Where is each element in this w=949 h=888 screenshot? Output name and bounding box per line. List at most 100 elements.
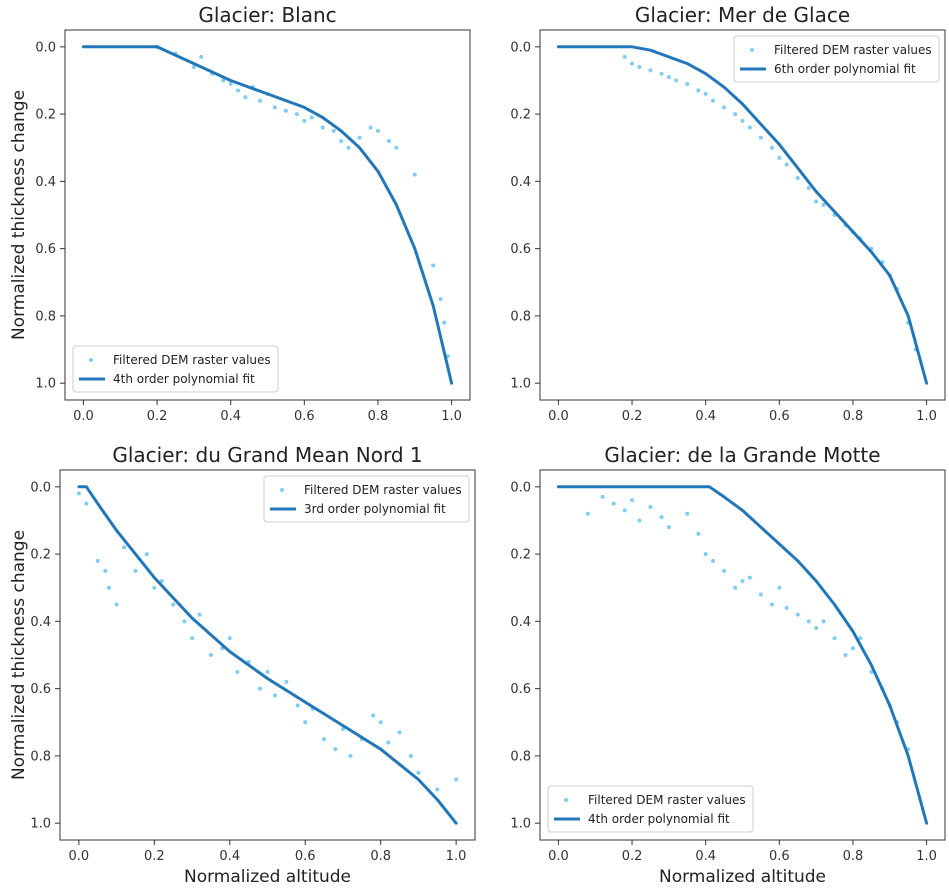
- scatter-point: [438, 297, 443, 302]
- scatter-point: [333, 747, 338, 752]
- scatter-point: [309, 115, 314, 120]
- scatter-point: [243, 95, 248, 100]
- legend-scatter-label: Filtered DEM raster values: [774, 43, 932, 57]
- scatter-point: [191, 65, 196, 69]
- scatter-point: [159, 579, 164, 583]
- scatter-point: [769, 602, 774, 607]
- legend: Filtered DEM raster values 4th order poly…: [72, 345, 279, 393]
- scatter-point: [408, 753, 413, 758]
- scatter-point: [302, 118, 307, 123]
- scatter-point: [348, 753, 353, 758]
- x-tick-label: 0.0: [548, 849, 569, 864]
- x-tick-label: 0.2: [622, 409, 643, 424]
- scatter-point: [703, 552, 708, 557]
- scatter-point: [346, 145, 351, 150]
- x-tick-label: 0.6: [294, 409, 315, 424]
- scatter-point: [674, 78, 679, 83]
- x-tick-label: 1.0: [441, 409, 462, 424]
- y-tick-label: 0.8: [510, 309, 531, 324]
- legend-box: [733, 35, 940, 83]
- scatter-point: [821, 619, 826, 624]
- scatter-point: [228, 81, 233, 86]
- scatter-point: [265, 669, 270, 674]
- scatter-point: [696, 531, 701, 536]
- scatter-point: [236, 88, 241, 93]
- panel-mer-de-glace: Glacier: Mer de Glace 0.0 0.2 0.4 0.6 0.8 1.0 0…: [510, 3, 946, 424]
- panel-title: Glacier: du Grand Mean Nord 1: [112, 443, 422, 467]
- legend-box: [263, 475, 470, 523]
- x-tick-label: 0.6: [295, 849, 316, 864]
- scatter-point: [295, 703, 300, 708]
- scatter-point: [435, 787, 440, 792]
- scatter-point: [659, 515, 664, 520]
- scatter-point: [322, 737, 327, 742]
- scatter-point: [416, 770, 421, 775]
- scatter-point: [357, 135, 362, 140]
- y-axis-label: Normalized thickness change: [9, 530, 29, 780]
- legend-fit-label: 4th order polynomial fit: [588, 812, 730, 826]
- y-tick-label: 0.2: [510, 108, 531, 123]
- scatter-point: [648, 68, 653, 73]
- y-tick-label: 0.8: [510, 749, 531, 764]
- scatter-point: [227, 636, 232, 641]
- scatter-point: [806, 619, 811, 624]
- scatter-point: [235, 669, 240, 674]
- x-tick-label: 0.6: [769, 409, 790, 424]
- y-tick-label: 0.4: [30, 615, 51, 630]
- panel-title: Glacier: Mer de Glace: [635, 3, 850, 27]
- scatter-point: [368, 125, 373, 130]
- panel-title: Glacier: Blanc: [198, 3, 336, 27]
- scatter-point: [152, 585, 157, 590]
- scatter-point: [777, 155, 782, 160]
- x-tick-label: 1.0: [446, 849, 467, 864]
- scatter-point: [320, 125, 325, 130]
- scatter-point: [703, 91, 708, 96]
- scatter-point: [294, 112, 299, 117]
- y-tick-label: 0.2: [30, 548, 51, 563]
- scatter-point: [114, 602, 119, 607]
- scatter-point: [442, 320, 447, 325]
- scatter-point: [394, 145, 399, 150]
- x-tick-label: 0.0: [69, 849, 90, 864]
- y-tick-label: 0.4: [35, 175, 56, 190]
- x-tick-label: 0.2: [147, 409, 168, 424]
- scatter-point: [814, 626, 819, 631]
- scatter-point: [257, 686, 262, 691]
- scatter-point: [814, 199, 819, 204]
- scatter-point: [795, 612, 800, 617]
- x-tick-label: 0.2: [144, 849, 165, 864]
- scatter-point: [784, 605, 789, 610]
- legend-scatter-marker: [750, 48, 754, 52]
- x-tick-label: 0.0: [548, 409, 569, 424]
- scatter-point: [386, 740, 391, 745]
- x-tick-label: 0.4: [695, 849, 716, 864]
- scatter-point: [722, 568, 727, 573]
- scatter-point: [666, 75, 671, 80]
- scatter-point: [208, 653, 213, 657]
- y-tick-label: 0.2: [35, 108, 56, 123]
- y-axis-label: Normalized thickness change: [9, 90, 29, 340]
- legend-box: [72, 345, 279, 393]
- scatter-point: [454, 777, 459, 782]
- y-tick-label: 0.6: [30, 682, 51, 697]
- x-axis-label: Normalized altitude: [659, 867, 826, 887]
- y-tick-label: 0.4: [510, 615, 531, 630]
- x-tick-label: 0.6: [769, 849, 790, 864]
- scatter-point: [777, 585, 782, 590]
- scatter-point: [740, 118, 745, 123]
- fit-line: [556, 485, 929, 825]
- scatter-point: [858, 636, 863, 641]
- x-tick-label: 0.4: [219, 849, 240, 864]
- scatter-point: [133, 568, 138, 573]
- x-tick-label: 0.4: [220, 409, 241, 424]
- y-tick-label: 0.8: [30, 749, 51, 764]
- scatter-point: [378, 720, 383, 725]
- x-tick-label: 0.8: [370, 849, 391, 864]
- scatter-point: [95, 558, 100, 563]
- x-tick-label: 0.0: [73, 409, 94, 424]
- scatter-point: [122, 545, 127, 550]
- scatter-point: [331, 128, 336, 133]
- scatter-point: [784, 162, 789, 167]
- scatter-point: [747, 125, 752, 130]
